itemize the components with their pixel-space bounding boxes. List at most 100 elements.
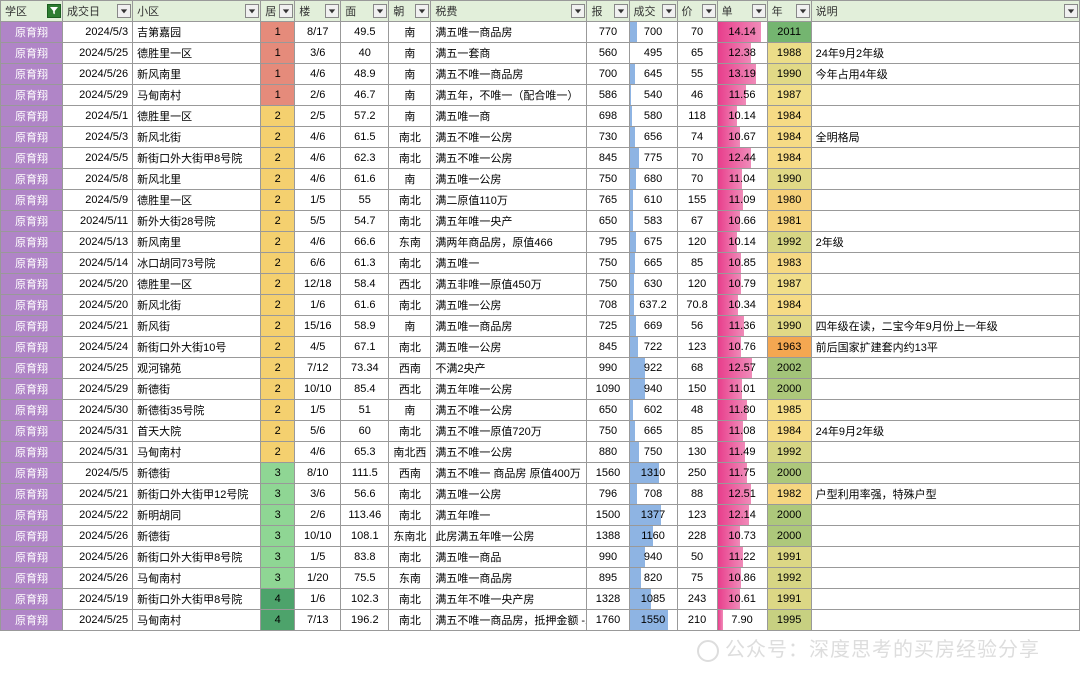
cell-jia: 123	[677, 337, 717, 358]
cell-xiaoqu: 新德街35号院	[133, 400, 261, 421]
filter-icon[interactable]	[47, 4, 61, 18]
cell-shui: 满五唯一公房	[431, 337, 587, 358]
header-row: 学区成交日小区居楼面朝税费报成交价单年说明	[1, 1, 1080, 22]
cell-cheng: 820	[629, 568, 677, 589]
header-cheng[interactable]: 成交	[629, 1, 677, 22]
cell-xiaoqu: 新明胡同	[133, 505, 261, 526]
cell-jia: 46	[677, 85, 717, 106]
cell-mian: 60	[341, 421, 389, 442]
cell-shuoming	[811, 610, 1079, 631]
dropdown-icon[interactable]	[117, 4, 131, 18]
header-nian[interactable]: 年	[767, 1, 811, 22]
cell-bao: 650	[587, 211, 629, 232]
table-row: 原育翔2024/5/26新德街310/10108.1东南北此房满五年唯一公房13…	[1, 526, 1080, 547]
cell-xiaoqu: 新德街	[133, 526, 261, 547]
cell-bao: 845	[587, 337, 629, 358]
cell-nian: 1991	[767, 547, 811, 568]
table-row: 原育翔2024/5/29马甸南村12/646.7南满五年，不唯一（配合唯一）58…	[1, 85, 1080, 106]
cell-bao: 725	[587, 316, 629, 337]
dropdown-icon[interactable]	[752, 4, 766, 18]
table-row: 原育翔2024/5/1德胜里一区22/557.2南满五唯一商6985801181…	[1, 106, 1080, 127]
header-date[interactable]: 成交日	[63, 1, 133, 22]
cell-jia: 118	[677, 106, 717, 127]
cell-jia: 85	[677, 421, 717, 442]
cell-nian: 1992	[767, 568, 811, 589]
header-mian[interactable]: 面	[341, 1, 389, 22]
table-row: 原育翔2024/5/25马甸南村47/13196.2南北满五不唯一商品房，抵押金…	[1, 610, 1080, 631]
cell-xuequ: 原育翔	[1, 22, 63, 43]
table-row: 原育翔2024/5/20德胜里一区212/1858.4西北满五非唯一原值450万…	[1, 274, 1080, 295]
dropdown-icon[interactable]	[662, 4, 676, 18]
cell-chao: 南北	[389, 148, 431, 169]
header-jia[interactable]: 价	[677, 1, 717, 22]
cell-date: 2024/5/9	[63, 190, 133, 211]
cell-mian: 46.7	[341, 85, 389, 106]
cell-xuequ: 原育翔	[1, 295, 63, 316]
cell-bao: 1500	[587, 505, 629, 526]
header-bao[interactable]: 报	[587, 1, 629, 22]
cell-ju: 3	[261, 463, 295, 484]
cell-shui: 满五非唯一原值450万	[431, 274, 587, 295]
cell-lou: 7/12	[295, 358, 341, 379]
cell-xiaoqu: 德胜里一区	[133, 190, 261, 211]
cell-bao: 698	[587, 106, 629, 127]
header-chao[interactable]: 朝	[389, 1, 431, 22]
cell-shuoming: 24年9月2年级	[811, 43, 1079, 64]
cell-xuequ: 原育翔	[1, 568, 63, 589]
dropdown-icon[interactable]	[279, 4, 293, 18]
cell-dan: 11.04	[717, 169, 767, 190]
dropdown-icon[interactable]	[373, 4, 387, 18]
cell-ju: 1	[261, 43, 295, 64]
cell-xuequ: 原育翔	[1, 85, 63, 106]
cell-jia: 210	[677, 610, 717, 631]
cell-xiaoqu: 德胜里一区	[133, 106, 261, 127]
header-lou[interactable]: 楼	[295, 1, 341, 22]
cell-ju: 2	[261, 253, 295, 274]
dropdown-icon[interactable]	[796, 4, 810, 18]
dropdown-icon[interactable]	[245, 4, 259, 18]
cell-cheng: 602	[629, 400, 677, 421]
cell-shui: 满五年唯一央产	[431, 211, 587, 232]
cell-chao: 东南	[389, 568, 431, 589]
header-xiaoqu[interactable]: 小区	[133, 1, 261, 22]
dropdown-icon[interactable]	[614, 4, 628, 18]
cell-xuequ: 原育翔	[1, 589, 63, 610]
cell-shuoming	[811, 106, 1079, 127]
cell-dan: 10.14	[717, 232, 767, 253]
cell-lou: 1/5	[295, 190, 341, 211]
cell-bao: 586	[587, 85, 629, 106]
dropdown-icon[interactable]	[702, 4, 716, 18]
cell-date: 2024/5/11	[63, 211, 133, 232]
cell-mian: 51	[341, 400, 389, 421]
table-row: 原育翔2024/5/3新风北街24/661.5南北满五不唯一公房73065674…	[1, 127, 1080, 148]
cell-shuoming	[811, 274, 1079, 295]
dropdown-icon[interactable]	[415, 4, 429, 18]
header-dan[interactable]: 单	[717, 1, 767, 22]
cell-shuoming	[811, 169, 1079, 190]
cell-mian: 61.6	[341, 295, 389, 316]
header-shui[interactable]: 税费	[431, 1, 587, 22]
cell-ju: 2	[261, 190, 295, 211]
cell-shui: 满五唯一公房	[431, 169, 587, 190]
cell-shuoming: 全明格局	[811, 127, 1079, 148]
cell-cheng: 637.2	[629, 295, 677, 316]
cell-bao: 845	[587, 148, 629, 169]
cell-bao: 750	[587, 421, 629, 442]
cell-xiaoqu: 新街口外大街甲8号院	[133, 589, 261, 610]
cell-bao: 895	[587, 568, 629, 589]
cell-mian: 54.7	[341, 211, 389, 232]
cell-shui: 满五年，不唯一（配合唯一）	[431, 85, 587, 106]
header-ju[interactable]: 居	[261, 1, 295, 22]
cell-xuequ: 原育翔	[1, 400, 63, 421]
table-row: 原育翔2024/5/20新风北街21/661.6南北满五唯一公房708637.2…	[1, 295, 1080, 316]
cell-bao: 730	[587, 127, 629, 148]
header-xuequ[interactable]: 学区	[1, 1, 63, 22]
table-row: 原育翔2024/5/25观河锦苑27/1273.34西南不满2央产9909226…	[1, 358, 1080, 379]
dropdown-icon[interactable]	[325, 4, 339, 18]
dropdown-icon[interactable]	[1064, 4, 1078, 18]
cell-shui: 满二原值110万	[431, 190, 587, 211]
dropdown-icon[interactable]	[571, 4, 585, 18]
header-shuoming[interactable]: 说明	[811, 1, 1079, 22]
cell-shuoming	[811, 85, 1079, 106]
cell-bao: 708	[587, 295, 629, 316]
